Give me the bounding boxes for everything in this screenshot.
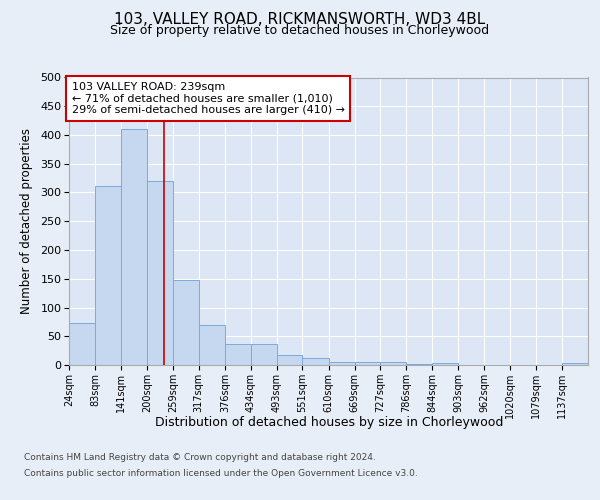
Bar bbox=[225, 344, 251, 365]
Text: Contains HM Land Registry data © Crown copyright and database right 2024.: Contains HM Land Registry data © Crown c… bbox=[24, 454, 376, 462]
Bar bbox=[173, 280, 199, 365]
Bar bbox=[432, 364, 458, 365]
Bar bbox=[251, 344, 277, 365]
Bar bbox=[329, 362, 355, 365]
Bar bbox=[380, 362, 406, 365]
Bar bbox=[69, 323, 95, 365]
Text: 103 VALLEY ROAD: 239sqm
← 71% of detached houses are smaller (1,010)
29% of semi: 103 VALLEY ROAD: 239sqm ← 71% of detache… bbox=[71, 82, 344, 115]
Text: Size of property relative to detached houses in Chorleywood: Size of property relative to detached ho… bbox=[110, 24, 490, 37]
Bar bbox=[406, 364, 432, 365]
Bar bbox=[562, 364, 588, 365]
Text: Contains public sector information licensed under the Open Government Licence v3: Contains public sector information licen… bbox=[24, 468, 418, 477]
Bar bbox=[121, 129, 147, 365]
Bar bbox=[95, 186, 121, 365]
Y-axis label: Number of detached properties: Number of detached properties bbox=[20, 128, 33, 314]
Bar bbox=[355, 362, 380, 365]
Bar bbox=[277, 355, 302, 365]
Bar bbox=[147, 181, 173, 365]
Bar bbox=[199, 325, 225, 365]
Bar bbox=[302, 358, 329, 365]
Text: Distribution of detached houses by size in Chorleywood: Distribution of detached houses by size … bbox=[155, 416, 503, 429]
Text: 103, VALLEY ROAD, RICKMANSWORTH, WD3 4BL: 103, VALLEY ROAD, RICKMANSWORTH, WD3 4BL bbox=[115, 12, 485, 28]
